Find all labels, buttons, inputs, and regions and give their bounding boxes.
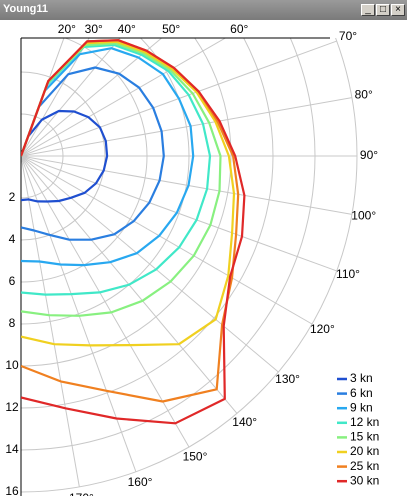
angle-label: 140° [232, 415, 257, 429]
r-tick-label: 16 [5, 484, 19, 496]
grid-ray [21, 155, 313, 325]
angle-label: 130° [275, 372, 300, 386]
angle-label: 110° [336, 267, 360, 281]
r-tick-label: 14 [5, 442, 19, 456]
grid-ray [21, 155, 80, 487]
angle-label: 100° [351, 209, 376, 223]
close-button[interactable]: × [391, 4, 405, 16]
angle-label: 60° [230, 22, 248, 36]
legend-label: 25 kn [350, 459, 379, 473]
polar-curve [21, 39, 246, 425]
r-tick-label: 8 [9, 316, 16, 330]
angle-label: 50° [162, 22, 180, 36]
grid-ray [21, 97, 352, 157]
angle-label: 80° [355, 88, 373, 102]
minimize-button[interactable]: _ [361, 4, 375, 16]
polar-curve [21, 66, 165, 241]
legend-label: 3 kn [350, 371, 373, 385]
angle-label: 160° [128, 475, 153, 489]
polar-curve [21, 47, 195, 267]
r-tick-label: 12 [5, 400, 19, 414]
r-tick-label: 10 [5, 358, 19, 372]
legend-label: 12 kn [350, 415, 379, 429]
legend-label: 9 kn [350, 400, 373, 414]
grid-ray [21, 155, 352, 215]
grid-ray [21, 38, 90, 157]
angle-label: 170° [69, 491, 94, 496]
angle-label: 20° [58, 22, 76, 36]
polar-curve [21, 43, 212, 296]
angle-label: 120° [310, 322, 335, 336]
maximize-button[interactable]: □ [376, 4, 390, 16]
grid-ray [21, 155, 337, 272]
legend-label: 30 kn [350, 473, 379, 487]
chart: 2 4 6 8 10 12 14 16 20° 30° 40° 50° 60° 70° 80° 90° 100°… [5, 22, 379, 496]
angle-label: 40° [118, 22, 136, 36]
legend-label: 15 kn [350, 430, 379, 444]
grid-ray [21, 155, 190, 448]
angle-label: 70° [339, 29, 357, 43]
polar-curve [21, 42, 222, 317]
angle-label: 90° [360, 148, 378, 162]
legend-label: 20 kn [350, 444, 379, 458]
polar-curve [21, 109, 109, 203]
angle-label: 150° [183, 450, 208, 464]
curves [21, 39, 246, 425]
grid-ray [21, 155, 279, 373]
r-tick-label: 2 [9, 190, 16, 204]
polar-curve [21, 40, 236, 347]
grid-ray [21, 38, 227, 157]
r-tick-label: 6 [9, 274, 16, 288]
title-bar: Young11 _ □ × [0, 0, 407, 20]
angle-label: 30° [85, 22, 103, 36]
r-tick-label: 4 [9, 232, 16, 246]
legend-label: 6 kn [350, 386, 373, 400]
window-title: Young11 [3, 3, 49, 15]
grid-ray [21, 38, 163, 157]
